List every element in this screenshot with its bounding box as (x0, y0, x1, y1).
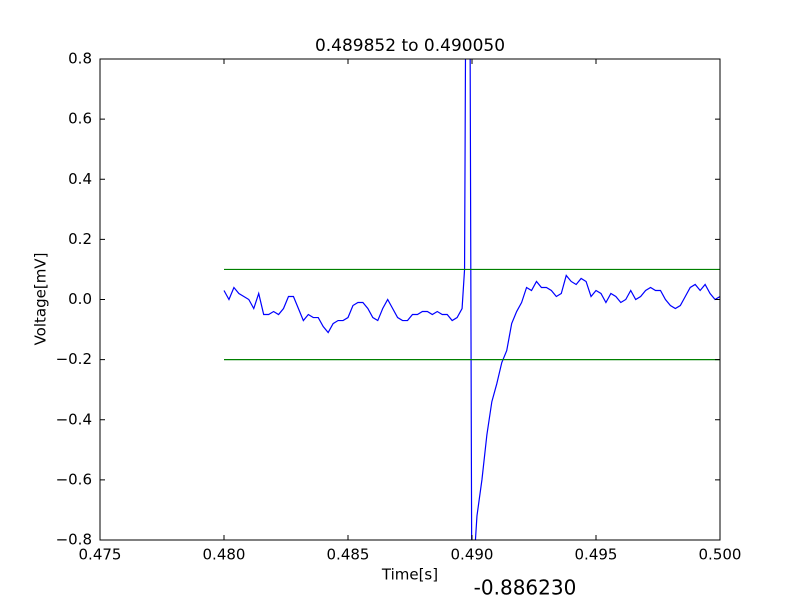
chart-title: 0.489852 to 0.490050 (315, 36, 505, 56)
y-tick-label: 0.0 (68, 290, 92, 308)
y-axis-label: Voltage[mV] (32, 253, 50, 346)
y-tick-label: −0.6 (56, 470, 92, 488)
y-tick-label: 0.8 (68, 50, 92, 68)
y-tick-label: 0.2 (68, 230, 92, 248)
annotation: -0.886230 (474, 576, 577, 600)
x-tick-label: 0.480 (203, 546, 246, 564)
data-line (223, 59, 720, 540)
x-tick-label: 0.490 (451, 546, 494, 564)
y-tick-label: −0.4 (56, 410, 92, 428)
plot-area (223, 59, 720, 540)
x-tick-label: 0.485 (327, 546, 370, 564)
y-tick-label: −0.8 (56, 531, 92, 549)
y-tick-label: 0.6 (68, 110, 92, 128)
x-tick-label: 0.500 (699, 546, 742, 564)
x-tick-label: 0.495 (575, 546, 618, 564)
y-tick-label: −0.2 (56, 350, 92, 368)
x-tick-label: 0.475 (79, 546, 122, 564)
y-tick-label: 0.4 (68, 170, 92, 188)
x-axis-label: Time[s] (381, 566, 438, 584)
